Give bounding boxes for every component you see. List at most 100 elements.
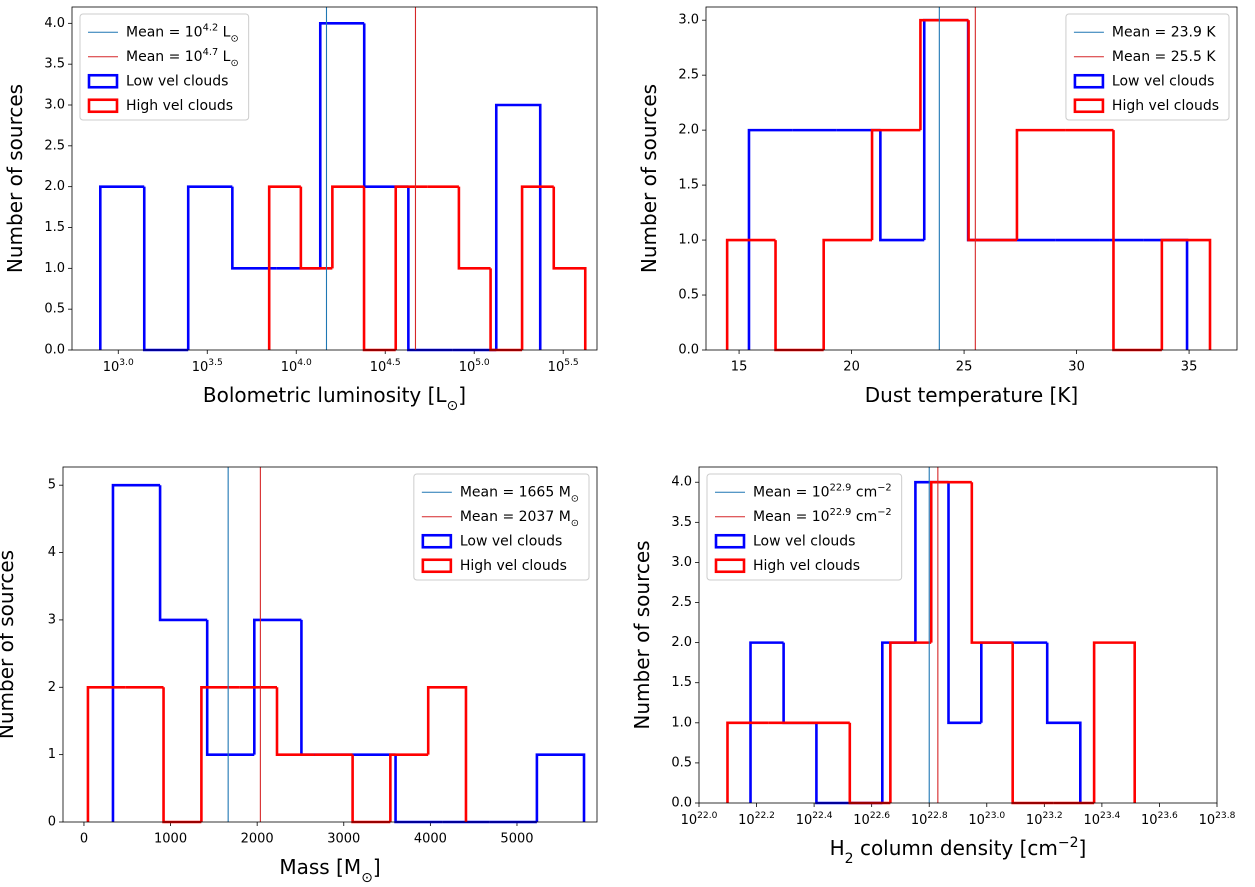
y-tick-label: 2.5 — [44, 138, 65, 153]
x-tick-label: 104.5 — [370, 358, 401, 375]
histogram-bin — [881, 641, 916, 803]
histogram-bin — [362, 23, 409, 188]
text-part: Mean = 10 — [126, 24, 203, 40]
legend-box — [1065, 13, 1230, 121]
histogram-bin — [980, 641, 1015, 723]
histogram-bin — [1092, 641, 1136, 803]
tick-exponent: 4.5 — [386, 358, 400, 368]
y-tick-label: 3.0 — [671, 555, 692, 570]
y-tick-label: 2.0 — [44, 179, 65, 194]
text-part: cm — [851, 509, 877, 525]
x-tick-label: 4000 — [414, 832, 447, 847]
histogram-bin — [1015, 128, 1066, 241]
x-tick-label: 1023.0 — [968, 811, 1005, 828]
histogram-bin — [966, 20, 1012, 242]
tick-base: 10 — [796, 813, 813, 828]
histogram-bin — [494, 103, 542, 350]
x-tick-label: 25 — [956, 360, 973, 375]
legend-handle — [714, 558, 746, 574]
text-part: Mean = 1665 M — [460, 484, 571, 500]
text-part: 22.9 — [830, 482, 852, 493]
y-tick-label: 0.0 — [44, 343, 65, 358]
histogram-bin — [457, 186, 491, 270]
legend-box — [706, 473, 903, 581]
text-part: Bolometric luminosity [L — [203, 383, 448, 407]
legend-handle — [421, 533, 453, 549]
text-part: ⊙ — [361, 870, 373, 886]
tick-base: 10 — [853, 813, 870, 828]
text-part: 4.2 — [203, 22, 219, 33]
histogram-bin — [929, 480, 972, 643]
histogram-bin — [275, 687, 315, 756]
legend-label: High vel clouds — [126, 98, 233, 114]
histogram-bin — [782, 642, 817, 725]
text-part: Mean = 10 — [126, 49, 203, 65]
legend-label: Mean = 104.2 L⊙ — [126, 22, 239, 44]
y-tick-label: 0.5 — [44, 302, 65, 317]
legend-label: Low vel clouds — [460, 533, 562, 549]
legend-handle — [714, 533, 746, 549]
histogram-bin — [552, 186, 587, 350]
histogram-bin — [98, 185, 145, 350]
legend-label: High vel clouds — [460, 558, 567, 574]
legend-handle — [87, 98, 119, 114]
histogram-bin — [200, 685, 240, 822]
histogram-bin — [848, 722, 891, 805]
histogram-bin — [267, 185, 301, 350]
legend-box — [79, 13, 250, 121]
tick-base: 10 — [1083, 813, 1100, 828]
axes-frame — [62, 466, 598, 823]
x-tick-label: 35 — [1181, 360, 1198, 375]
histogram-bin — [426, 685, 468, 822]
tick-base: 10 — [681, 813, 698, 828]
tick-base: 10 — [548, 360, 565, 375]
x-tick-label: 103.0 — [103, 358, 134, 375]
legend-handle — [1073, 73, 1105, 89]
text-part: −2 — [1058, 835, 1079, 851]
histogram-bin — [351, 754, 391, 824]
histogram-bin — [253, 618, 302, 755]
y-axis-label: Number of sources — [3, 84, 27, 273]
x-tick-label: 105.0 — [459, 358, 490, 375]
text-part: L — [218, 24, 230, 40]
y-tick-label: 1.0 — [44, 261, 65, 276]
y-tick-label: 2.5 — [678, 68, 699, 83]
histogram-bin — [231, 186, 277, 270]
histogram-bin — [815, 722, 850, 805]
histogram-bin — [142, 186, 189, 352]
y-tick-label: 1.5 — [678, 178, 699, 193]
histogram-bin — [749, 641, 784, 803]
histogram-bin — [111, 483, 161, 822]
histogram-bin — [879, 130, 925, 242]
text-part: 4.7 — [203, 46, 219, 57]
tick-exponent: 23.2 — [1042, 811, 1062, 821]
legend-label: Low vel clouds — [753, 533, 855, 549]
tick-exponent: 5.0 — [475, 358, 490, 368]
text-part: Mean = 10 — [753, 484, 830, 500]
histogram-bin — [774, 240, 824, 352]
y-tick-label: 2.5 — [671, 595, 692, 610]
histogram-bin — [318, 22, 365, 269]
axes-frame — [698, 466, 1218, 804]
tick-exponent: 22.6 — [870, 811, 890, 821]
text-part: H — [830, 836, 845, 860]
y-tick-label: 3.0 — [678, 13, 699, 28]
x-tick-label: 1023.6 — [1141, 811, 1178, 828]
tick-base: 10 — [1141, 813, 1158, 828]
tick-base: 10 — [911, 813, 928, 828]
histogram-bin — [947, 482, 982, 725]
x-tick-label: 30 — [1068, 360, 1085, 375]
text-part: 2 — [845, 851, 854, 867]
legend-label: Mean = 104.7 L⊙ — [126, 46, 239, 68]
y-axis-label: Number of sources — [0, 550, 18, 739]
legend-label: Mean = 2037 M⊙ — [460, 509, 579, 529]
tick-exponent: 23.0 — [985, 811, 1005, 821]
x-tick-label: 1022.8 — [911, 811, 948, 828]
tick-exponent: 4.0 — [297, 358, 312, 368]
tick-exponent: 23.4 — [1100, 811, 1120, 821]
axes-frame — [71, 6, 598, 351]
legend-handle — [87, 73, 119, 89]
histogram-bin — [970, 482, 1013, 644]
